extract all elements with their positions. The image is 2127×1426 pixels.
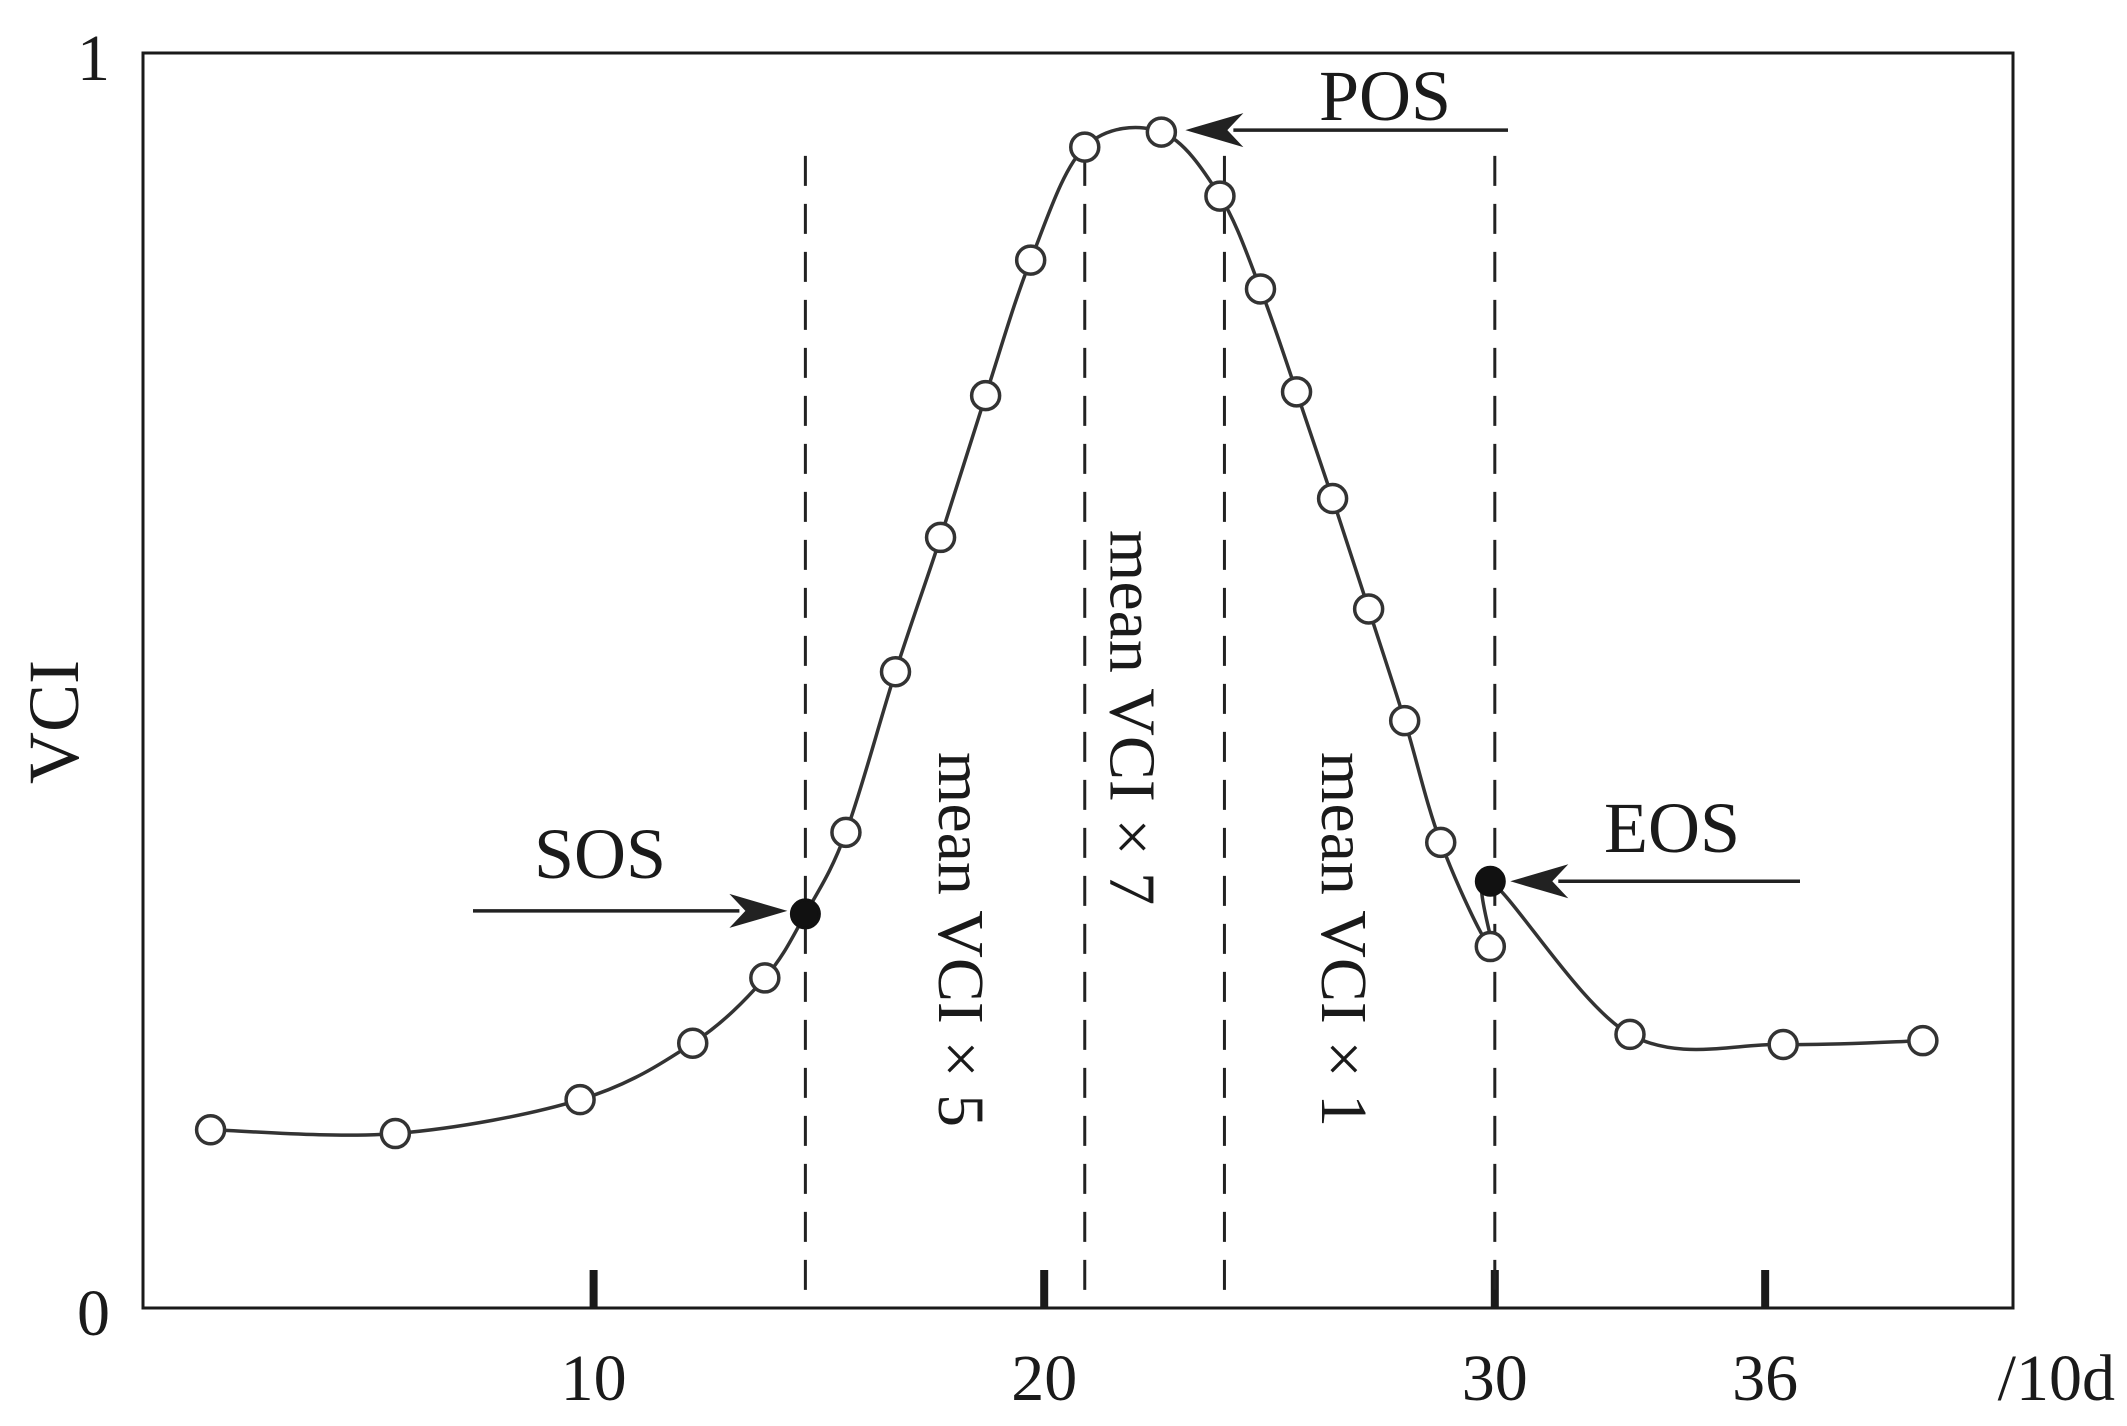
data-point (830, 816, 862, 849)
data-point (969, 379, 1002, 412)
y-tick-label-1: 1 (77, 22, 110, 95)
x-ticks: 10 20 30 36 (561, 1270, 1798, 1415)
y-axis-label: VCI (14, 660, 94, 784)
eos-arrow (1510, 864, 1800, 899)
data-point (924, 521, 957, 554)
y-tick-label-0: 0 (77, 1277, 110, 1350)
pos-label: POS (1319, 56, 1451, 136)
data-point (1614, 1018, 1646, 1051)
region-label: mean VCI × 1 (1307, 752, 1380, 1127)
data-point (879, 655, 912, 688)
arrow-head (1510, 864, 1569, 899)
region-label: mean VCI × 7 (1095, 530, 1168, 905)
data-points (194, 116, 1939, 1150)
key-point-sos (789, 898, 821, 930)
region-label: mean VCI × 5 (924, 752, 997, 1127)
data-point (1145, 116, 1178, 148)
data-point (1316, 482, 1349, 515)
data-point (1474, 930, 1507, 963)
data-point (1352, 593, 1385, 625)
data-point (379, 1117, 412, 1150)
plot-frame (141, 51, 2015, 1310)
data-point (1244, 273, 1277, 305)
data-point (1014, 244, 1047, 276)
eos-label: EOS (1604, 788, 1740, 868)
x-tick-label: 20 (1011, 1342, 1077, 1415)
data-point (1424, 826, 1457, 859)
x-tick-label: 36 (1732, 1342, 1798, 1415)
arrow-head (729, 893, 788, 928)
x-tick-label: 10 (561, 1342, 627, 1415)
data-point (1069, 131, 1101, 163)
data-point (564, 1083, 596, 1116)
arrow-head (1185, 113, 1244, 148)
data-point (1767, 1028, 1799, 1061)
pos-arrow (1185, 113, 1508, 148)
data-point (194, 1114, 227, 1146)
data-point (1907, 1024, 1939, 1057)
key-point-eos (1474, 865, 1506, 897)
data-point (1204, 180, 1236, 212)
sos-arrow (473, 893, 788, 928)
annotations: SOS EOS POS mean VCI × 5 mean VCI × 7 mean VC… (473, 56, 1800, 1127)
dashed-markers (803, 155, 1497, 1308)
data-point (1388, 704, 1421, 737)
x-axis-unit-label: /10d (1998, 1342, 2115, 1415)
data-point (1280, 376, 1313, 408)
sos-label: SOS (534, 814, 666, 894)
data-point (749, 962, 781, 994)
x-tick-label: 30 (1462, 1342, 1528, 1415)
vci-curve (210, 125, 1923, 1137)
data-point (676, 1027, 709, 1059)
